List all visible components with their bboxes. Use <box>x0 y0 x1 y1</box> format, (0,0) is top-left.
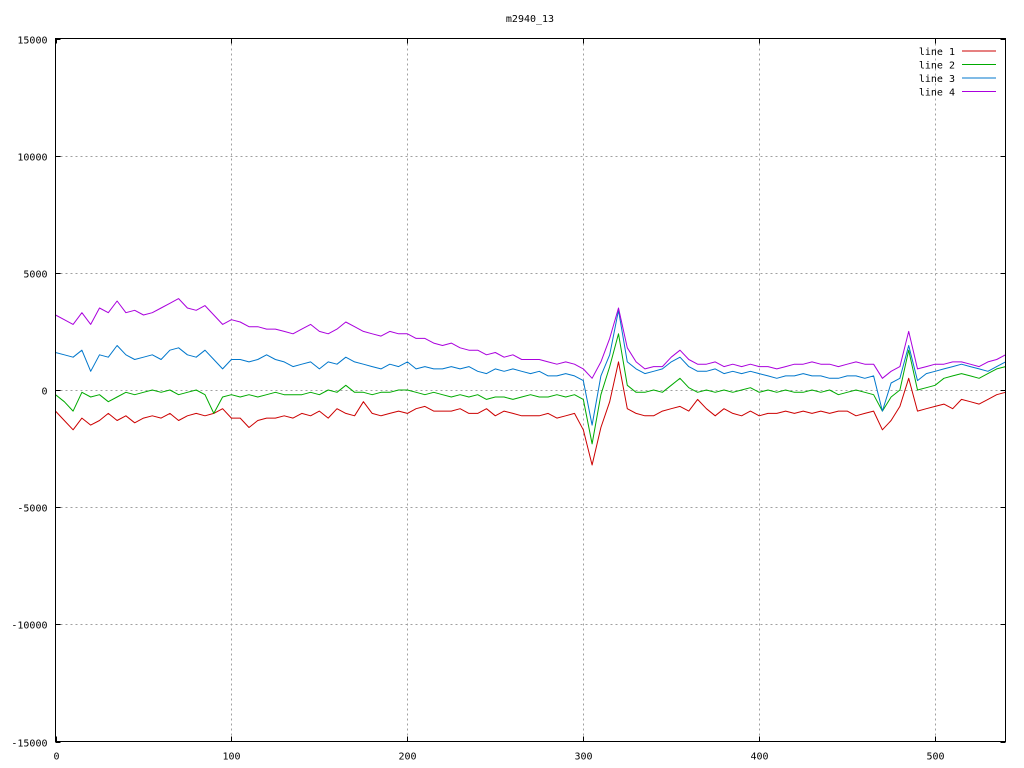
y-tick-label: -5000 <box>17 504 47 515</box>
x-tick-label: 100 <box>222 752 240 763</box>
series-line-3 <box>55 309 1006 426</box>
y-tick-label: 10000 <box>17 153 47 164</box>
legend-label: line 4 <box>919 88 955 99</box>
x-tick-label: 300 <box>574 752 592 763</box>
series-lines <box>55 298 1006 466</box>
chart-title: m2940_13 <box>506 14 554 25</box>
y-tick-label: 5000 <box>23 270 47 281</box>
x-tick-label: 400 <box>750 752 768 763</box>
y-tick-label: 15000 <box>17 36 47 47</box>
legend-label: line 2 <box>919 61 955 72</box>
legend-label: line 1 <box>919 47 955 58</box>
y-tick-label: -15000 <box>11 739 47 750</box>
y-tick-label: 0 <box>41 387 47 398</box>
series-line-4 <box>55 298 1006 379</box>
series-line-2 <box>55 333 1006 445</box>
x-tick-label: 500 <box>926 752 944 763</box>
y-tick-label: -10000 <box>11 621 47 632</box>
legend: line 1 line 2 line 3 line 4 <box>919 47 996 99</box>
x-tick-label: 200 <box>398 752 416 763</box>
x-tick-label: 0 <box>53 752 59 763</box>
axis-ticks: -15000 -10000 -5000 0 5000 10000 15000 0 100 200 3… <box>11 36 1006 763</box>
legend-label: line 3 <box>919 74 955 85</box>
grid-lines <box>55 38 1006 742</box>
